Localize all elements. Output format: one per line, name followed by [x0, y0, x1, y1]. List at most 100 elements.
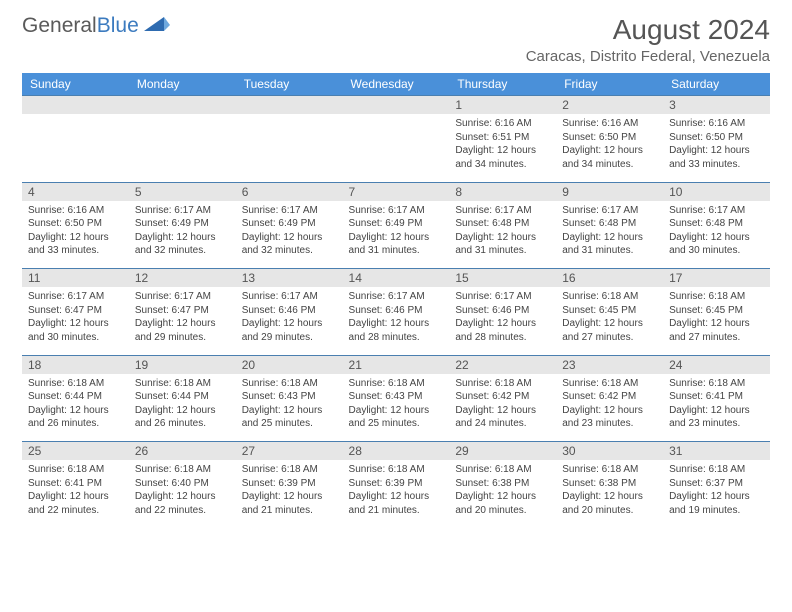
day-number-cell: 1 [449, 96, 556, 115]
day-detail-cell: Sunrise: 6:17 AMSunset: 6:47 PMDaylight:… [22, 287, 129, 355]
day-number-cell: 20 [236, 355, 343, 374]
day-number-cell: 26 [129, 442, 236, 461]
day-header: Wednesday [343, 73, 450, 96]
day-detail-cell: Sunrise: 6:18 AMSunset: 6:44 PMDaylight:… [129, 374, 236, 442]
day-number-cell: 24 [663, 355, 770, 374]
day-number-cell: 5 [129, 182, 236, 201]
day-number-row: 123 [22, 96, 770, 115]
day-detail-cell: Sunrise: 6:18 AMSunset: 6:42 PMDaylight:… [449, 374, 556, 442]
location-subtitle: Caracas, Distrito Federal, Venezuela [526, 48, 770, 65]
day-detail-cell: Sunrise: 6:17 AMSunset: 6:49 PMDaylight:… [343, 201, 450, 269]
day-number-cell: 25 [22, 442, 129, 461]
day-detail-cell: Sunrise: 6:17 AMSunset: 6:49 PMDaylight:… [129, 201, 236, 269]
day-header: Tuesday [236, 73, 343, 96]
day-detail-cell: Sunrise: 6:18 AMSunset: 6:41 PMDaylight:… [22, 460, 129, 528]
day-number-cell [22, 96, 129, 115]
day-number-row: 18192021222324 [22, 355, 770, 374]
day-number-cell: 7 [343, 182, 450, 201]
day-number-cell: 31 [663, 442, 770, 461]
day-number-cell: 9 [556, 182, 663, 201]
day-number-row: 11121314151617 [22, 269, 770, 288]
brand-triangle-icon [144, 15, 170, 38]
brand-logo: GeneralBlue [22, 14, 170, 38]
day-number-cell: 13 [236, 269, 343, 288]
day-number-cell: 2 [556, 96, 663, 115]
calendar-header-row: Sunday Monday Tuesday Wednesday Thursday… [22, 73, 770, 96]
day-number-cell [343, 96, 450, 115]
day-number-cell: 17 [663, 269, 770, 288]
day-detail-cell: Sunrise: 6:17 AMSunset: 6:47 PMDaylight:… [129, 287, 236, 355]
day-detail-cell: Sunrise: 6:17 AMSunset: 6:46 PMDaylight:… [343, 287, 450, 355]
day-header: Sunday [22, 73, 129, 96]
day-detail-cell: Sunrise: 6:18 AMSunset: 6:39 PMDaylight:… [343, 460, 450, 528]
day-detail-cell: Sunrise: 6:17 AMSunset: 6:46 PMDaylight:… [449, 287, 556, 355]
day-detail-row: Sunrise: 6:16 AMSunset: 6:50 PMDaylight:… [22, 201, 770, 269]
day-detail-cell: Sunrise: 6:17 AMSunset: 6:48 PMDaylight:… [663, 201, 770, 269]
day-number-cell: 14 [343, 269, 450, 288]
day-number-cell: 11 [22, 269, 129, 288]
day-detail-row: Sunrise: 6:16 AMSunset: 6:51 PMDaylight:… [22, 114, 770, 182]
day-detail-cell: Sunrise: 6:17 AMSunset: 6:48 PMDaylight:… [449, 201, 556, 269]
day-number-cell: 30 [556, 442, 663, 461]
day-detail-cell [236, 114, 343, 182]
day-number-cell [236, 96, 343, 115]
day-detail-cell: Sunrise: 6:16 AMSunset: 6:51 PMDaylight:… [449, 114, 556, 182]
day-number-cell: 22 [449, 355, 556, 374]
day-detail-cell: Sunrise: 6:18 AMSunset: 6:45 PMDaylight:… [663, 287, 770, 355]
day-detail-cell: Sunrise: 6:18 AMSunset: 6:42 PMDaylight:… [556, 374, 663, 442]
month-title: August 2024 [526, 14, 770, 46]
day-header: Saturday [663, 73, 770, 96]
day-header: Friday [556, 73, 663, 96]
day-number-cell: 4 [22, 182, 129, 201]
brand-part2: Blue [97, 14, 139, 37]
day-number-cell: 21 [343, 355, 450, 374]
day-number-cell [129, 96, 236, 115]
day-number-cell: 3 [663, 96, 770, 115]
day-detail-row: Sunrise: 6:17 AMSunset: 6:47 PMDaylight:… [22, 287, 770, 355]
day-detail-cell: Sunrise: 6:18 AMSunset: 6:43 PMDaylight:… [236, 374, 343, 442]
day-number-row: 25262728293031 [22, 442, 770, 461]
day-detail-cell [129, 114, 236, 182]
brand-part1: General [22, 14, 97, 37]
day-number-cell: 15 [449, 269, 556, 288]
page-header: GeneralBlue August 2024 Caracas, Distrit… [22, 14, 770, 65]
day-detail-cell: Sunrise: 6:18 AMSunset: 6:40 PMDaylight:… [129, 460, 236, 528]
day-header: Thursday [449, 73, 556, 96]
day-detail-row: Sunrise: 6:18 AMSunset: 6:44 PMDaylight:… [22, 374, 770, 442]
calendar-table: Sunday Monday Tuesday Wednesday Thursday… [22, 73, 770, 528]
calendar-body: 123Sunrise: 6:16 AMSunset: 6:51 PMDaylig… [22, 96, 770, 529]
day-detail-cell: Sunrise: 6:18 AMSunset: 6:41 PMDaylight:… [663, 374, 770, 442]
day-detail-cell: Sunrise: 6:18 AMSunset: 6:45 PMDaylight:… [556, 287, 663, 355]
day-number-cell: 12 [129, 269, 236, 288]
day-detail-cell: Sunrise: 6:18 AMSunset: 6:38 PMDaylight:… [449, 460, 556, 528]
day-detail-cell: Sunrise: 6:17 AMSunset: 6:48 PMDaylight:… [556, 201, 663, 269]
day-number-row: 45678910 [22, 182, 770, 201]
title-block: August 2024 Caracas, Distrito Federal, V… [526, 14, 770, 65]
day-number-cell: 27 [236, 442, 343, 461]
day-detail-cell: Sunrise: 6:17 AMSunset: 6:49 PMDaylight:… [236, 201, 343, 269]
day-detail-cell: Sunrise: 6:18 AMSunset: 6:44 PMDaylight:… [22, 374, 129, 442]
day-number-cell: 19 [129, 355, 236, 374]
day-number-cell: 23 [556, 355, 663, 374]
day-detail-cell: Sunrise: 6:18 AMSunset: 6:37 PMDaylight:… [663, 460, 770, 528]
day-detail-cell: Sunrise: 6:18 AMSunset: 6:38 PMDaylight:… [556, 460, 663, 528]
brand-text: GeneralBlue [22, 14, 139, 38]
calendar-page: GeneralBlue August 2024 Caracas, Distrit… [0, 0, 792, 538]
day-detail-cell: Sunrise: 6:17 AMSunset: 6:46 PMDaylight:… [236, 287, 343, 355]
day-number-cell: 29 [449, 442, 556, 461]
day-detail-cell: Sunrise: 6:16 AMSunset: 6:50 PMDaylight:… [556, 114, 663, 182]
day-detail-cell: Sunrise: 6:16 AMSunset: 6:50 PMDaylight:… [22, 201, 129, 269]
day-detail-cell: Sunrise: 6:18 AMSunset: 6:39 PMDaylight:… [236, 460, 343, 528]
day-number-cell: 10 [663, 182, 770, 201]
day-number-cell: 18 [22, 355, 129, 374]
day-number-cell: 8 [449, 182, 556, 201]
day-header: Monday [129, 73, 236, 96]
day-number-cell: 16 [556, 269, 663, 288]
day-detail-cell: Sunrise: 6:18 AMSunset: 6:43 PMDaylight:… [343, 374, 450, 442]
day-detail-row: Sunrise: 6:18 AMSunset: 6:41 PMDaylight:… [22, 460, 770, 528]
day-number-cell: 6 [236, 182, 343, 201]
day-number-cell: 28 [343, 442, 450, 461]
day-detail-cell: Sunrise: 6:16 AMSunset: 6:50 PMDaylight:… [663, 114, 770, 182]
day-detail-cell [343, 114, 450, 182]
day-detail-cell [22, 114, 129, 182]
